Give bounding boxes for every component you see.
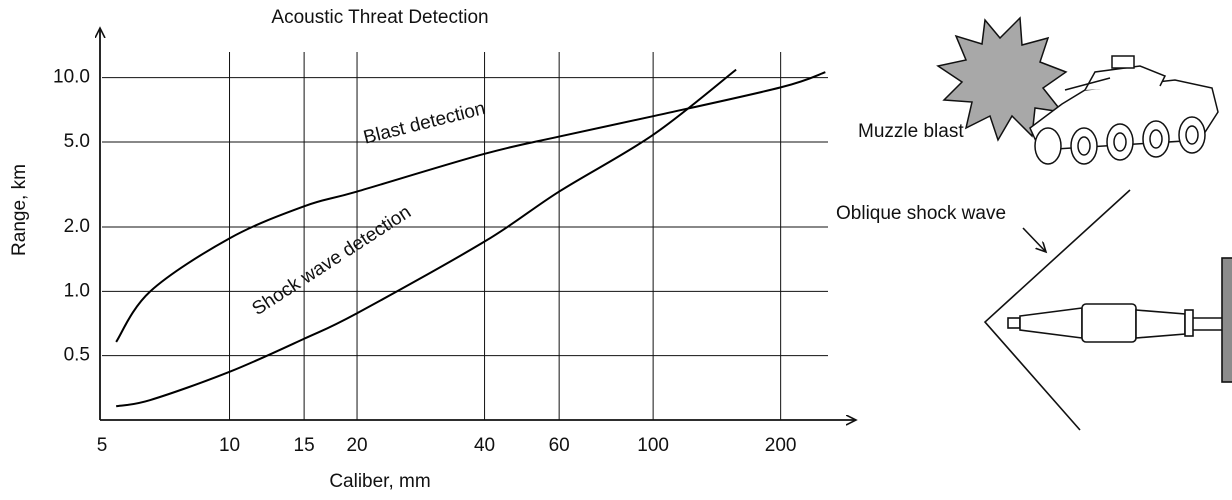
illustration-label: Oblique shock wave: [836, 203, 1006, 224]
series-label: Blast detection: [361, 98, 487, 149]
chart-title: Acoustic Threat Detection: [271, 7, 488, 28]
y-tick-label: 5.0: [64, 131, 90, 152]
shock-wave-illustration: [985, 190, 1232, 430]
x-axis-label: Caliber, mm: [329, 471, 430, 492]
x-tick-label: 10: [219, 435, 240, 456]
y-tick-label: 0.5: [64, 345, 90, 366]
x-tick-label: 100: [637, 435, 669, 456]
muzzle-blast-illustration: [938, 18, 1218, 164]
y-tick-label: 10.0: [53, 67, 90, 88]
x-tick-label: 60: [549, 435, 570, 456]
chart: Acoustic Threat Detection Caliber, mm Ra…: [0, 0, 1232, 495]
x-tick-label: 40: [474, 435, 495, 456]
y-axis-label: Range, km: [9, 164, 30, 256]
series-label: Shock wave detection: [249, 202, 415, 320]
x-tick-label: 15: [294, 435, 315, 456]
x-tick-label: 200: [765, 435, 797, 456]
y-tick-label: 2.0: [64, 216, 90, 237]
x-tick-label: 20: [346, 435, 367, 456]
y-tick-label: 1.0: [64, 280, 90, 301]
illustration-label: Muzzle blast: [858, 121, 964, 142]
x-tick-label: 5: [97, 435, 108, 456]
